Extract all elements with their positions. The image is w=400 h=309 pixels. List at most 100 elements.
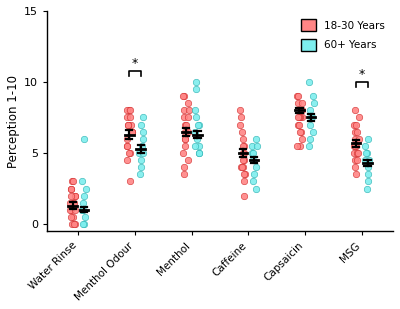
Point xyxy=(294,122,301,127)
Point xyxy=(295,115,301,120)
Point xyxy=(193,79,200,84)
Point xyxy=(124,158,130,163)
Point xyxy=(365,179,372,184)
Point xyxy=(353,122,359,127)
Point xyxy=(238,165,245,170)
Point xyxy=(240,143,246,148)
Point xyxy=(138,165,144,170)
Point xyxy=(298,115,305,120)
Point xyxy=(240,136,246,141)
Point xyxy=(196,150,202,155)
Point xyxy=(298,108,304,113)
Point xyxy=(352,108,358,113)
Point xyxy=(242,172,248,177)
Point xyxy=(248,150,255,155)
Point xyxy=(67,207,73,212)
Point xyxy=(366,158,373,163)
Point xyxy=(352,143,358,148)
Point xyxy=(140,115,146,120)
Point xyxy=(250,172,257,177)
Point xyxy=(80,207,86,212)
Point xyxy=(140,150,146,155)
Point xyxy=(296,129,303,134)
Point xyxy=(294,94,300,99)
Point xyxy=(127,108,134,113)
Point xyxy=(296,115,302,120)
Point xyxy=(298,108,305,113)
Point xyxy=(136,172,143,177)
Point xyxy=(295,94,301,99)
Point xyxy=(124,143,131,148)
Point xyxy=(80,193,87,198)
Point xyxy=(307,136,313,141)
Point xyxy=(140,136,146,141)
Point xyxy=(352,158,358,163)
Point xyxy=(71,200,77,205)
Point xyxy=(139,143,146,148)
Legend: 18-30 Years, 60+ Years: 18-30 Years, 60+ Years xyxy=(298,16,388,54)
Point xyxy=(307,122,313,127)
Point xyxy=(298,101,305,106)
Point xyxy=(182,143,188,148)
Point xyxy=(354,129,361,134)
Point xyxy=(308,115,314,120)
Point xyxy=(194,136,200,141)
Point xyxy=(128,129,135,134)
Point xyxy=(306,79,313,84)
Point xyxy=(362,143,368,148)
Point xyxy=(310,94,317,99)
Point xyxy=(72,193,78,198)
Point xyxy=(354,150,360,155)
Point xyxy=(353,143,360,148)
Point xyxy=(182,129,188,134)
Point xyxy=(364,186,370,191)
Point xyxy=(365,172,372,177)
Point xyxy=(184,115,191,120)
Point xyxy=(296,115,303,120)
Point xyxy=(192,143,198,148)
Point xyxy=(71,222,77,226)
Point xyxy=(355,136,362,141)
Point xyxy=(72,207,78,212)
Point xyxy=(237,115,244,120)
Point xyxy=(237,122,243,127)
Point xyxy=(193,115,200,120)
Point xyxy=(298,129,304,134)
Point xyxy=(80,222,87,226)
Point xyxy=(295,101,302,106)
Point xyxy=(352,136,358,141)
Point xyxy=(350,150,357,155)
Point xyxy=(241,143,248,148)
Point xyxy=(125,122,131,127)
Point xyxy=(241,158,247,163)
Point xyxy=(249,143,256,148)
Point xyxy=(82,186,89,191)
Point xyxy=(180,94,186,99)
Point xyxy=(356,115,362,120)
Point xyxy=(181,94,188,99)
Point xyxy=(240,158,246,163)
Point xyxy=(252,165,259,170)
Point xyxy=(67,200,73,205)
Point xyxy=(124,108,130,113)
Point xyxy=(354,150,361,155)
Point xyxy=(297,143,304,148)
Point xyxy=(195,122,201,127)
Point xyxy=(309,115,315,120)
Point xyxy=(237,108,243,113)
Text: *: * xyxy=(132,57,138,70)
Point xyxy=(124,136,130,141)
Point xyxy=(195,150,202,155)
Point xyxy=(241,150,248,155)
Point xyxy=(352,129,358,134)
Point xyxy=(80,200,86,205)
Point xyxy=(240,172,247,177)
Point xyxy=(182,136,189,141)
Point xyxy=(310,129,316,134)
Text: *: * xyxy=(359,68,365,81)
Point xyxy=(193,87,200,91)
Point xyxy=(298,108,304,113)
Point xyxy=(68,186,74,191)
Point xyxy=(241,193,247,198)
Point xyxy=(136,150,142,155)
